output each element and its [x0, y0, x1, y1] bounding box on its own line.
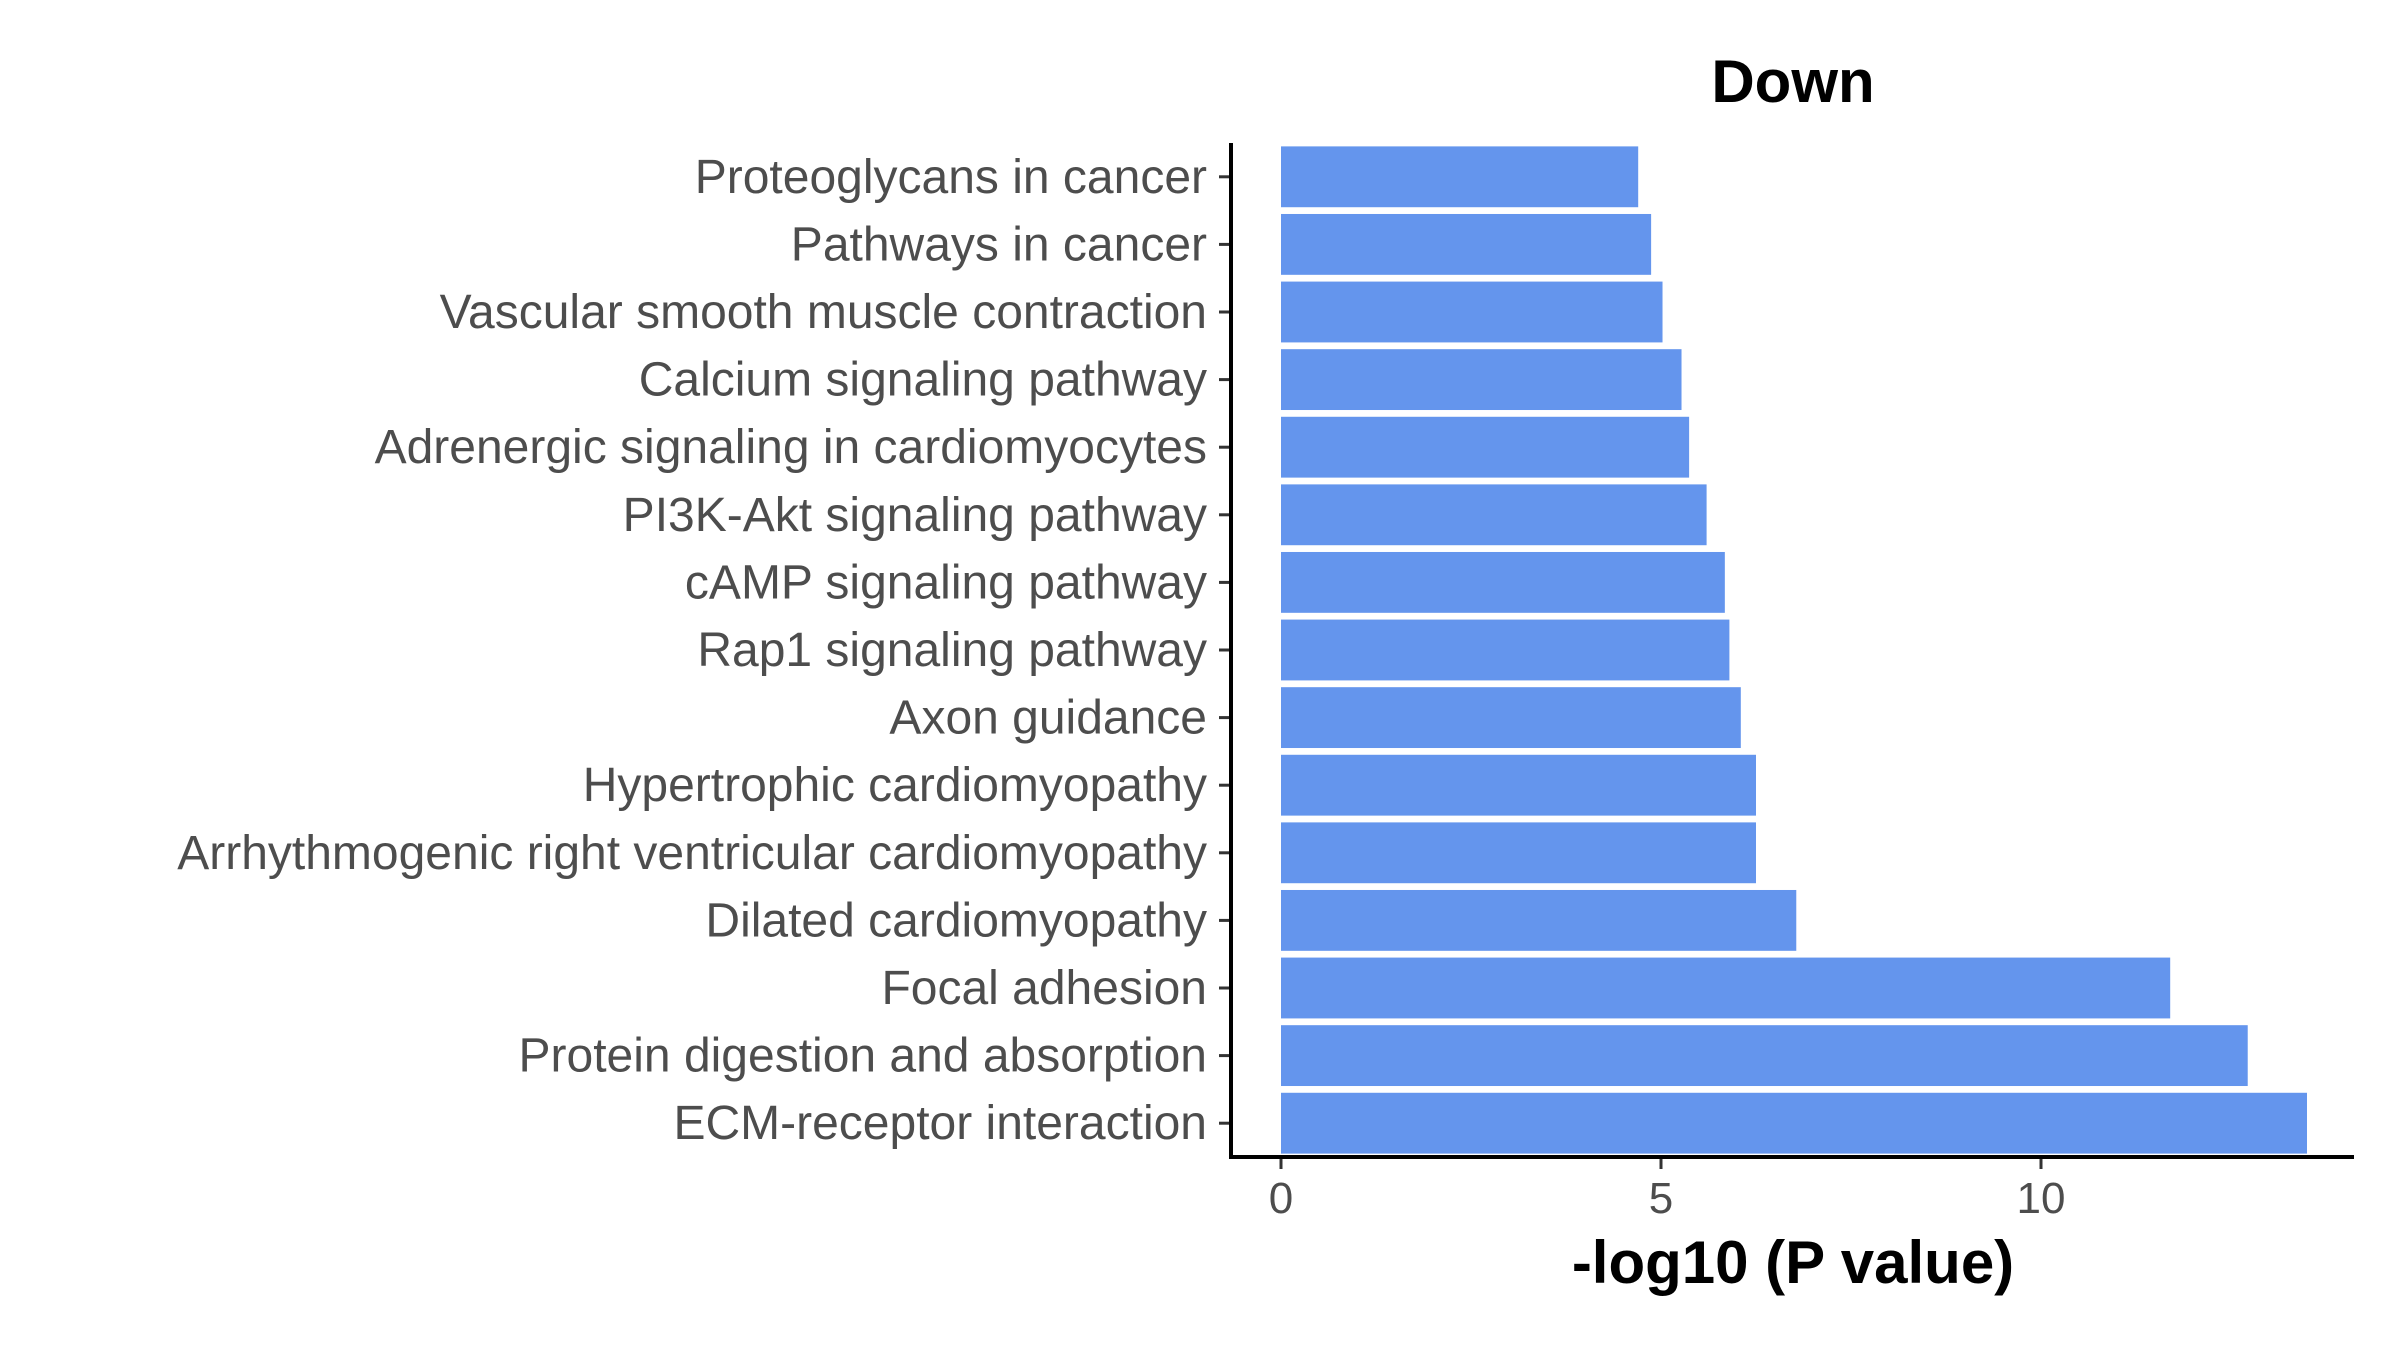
bar — [1281, 957, 2171, 1019]
category-label: Dilated cardiomyopathy — [705, 894, 1207, 947]
category-label: Axon guidance — [889, 692, 1207, 745]
bar — [1281, 1092, 2307, 1154]
category-labels: Proteoglycans in cancer Pathways in cance… — [177, 151, 1207, 1150]
bar — [1281, 146, 1639, 208]
bar — [1281, 213, 1652, 275]
bar — [1281, 416, 1690, 478]
bar — [1281, 551, 1725, 613]
bar — [1281, 484, 1707, 546]
category-label: cAMP signaling pathway — [685, 556, 1207, 609]
bar — [1281, 619, 1730, 681]
bar — [1281, 687, 1741, 749]
category-label: Adrenergic signaling in cardiomyocytes — [375, 421, 1207, 474]
category-label: Protein digestion and absorption — [519, 1030, 1207, 1083]
x-tick-label: 10 — [2017, 1174, 2066, 1223]
bars-group — [1281, 146, 2307, 1154]
category-label: Hypertrophic cardiomyopathy — [583, 759, 1207, 812]
bar — [1281, 281, 1663, 343]
category-label: Rap1 signaling pathway — [697, 624, 1207, 677]
bar — [1281, 822, 1756, 884]
x-tick-label: 0 — [1269, 1174, 1293, 1223]
x-axis-ticks: 0 5 10 — [1269, 1157, 2066, 1223]
category-label: Focal adhesion — [881, 962, 1207, 1015]
bar — [1281, 1025, 2248, 1087]
category-label: ECM-receptor interaction — [673, 1097, 1207, 1150]
bar — [1281, 754, 1756, 816]
category-label: Pathways in cancer — [791, 218, 1207, 271]
category-label: Calcium signaling pathway — [639, 354, 1207, 407]
category-label: PI3K-Akt signaling pathway — [623, 489, 1207, 542]
category-label: Vascular smooth muscle contraction — [440, 286, 1207, 339]
x-axis-title: -log10 (P value) — [1572, 1229, 2014, 1296]
bar — [1281, 349, 1682, 411]
chart-title: Down — [1711, 48, 1874, 115]
category-label: Proteoglycans in cancer — [695, 151, 1207, 204]
bar — [1281, 889, 1797, 951]
x-tick-label: 5 — [1649, 1174, 1673, 1223]
category-label: Arrhythmogenic right ventricular cardiom… — [177, 827, 1207, 880]
